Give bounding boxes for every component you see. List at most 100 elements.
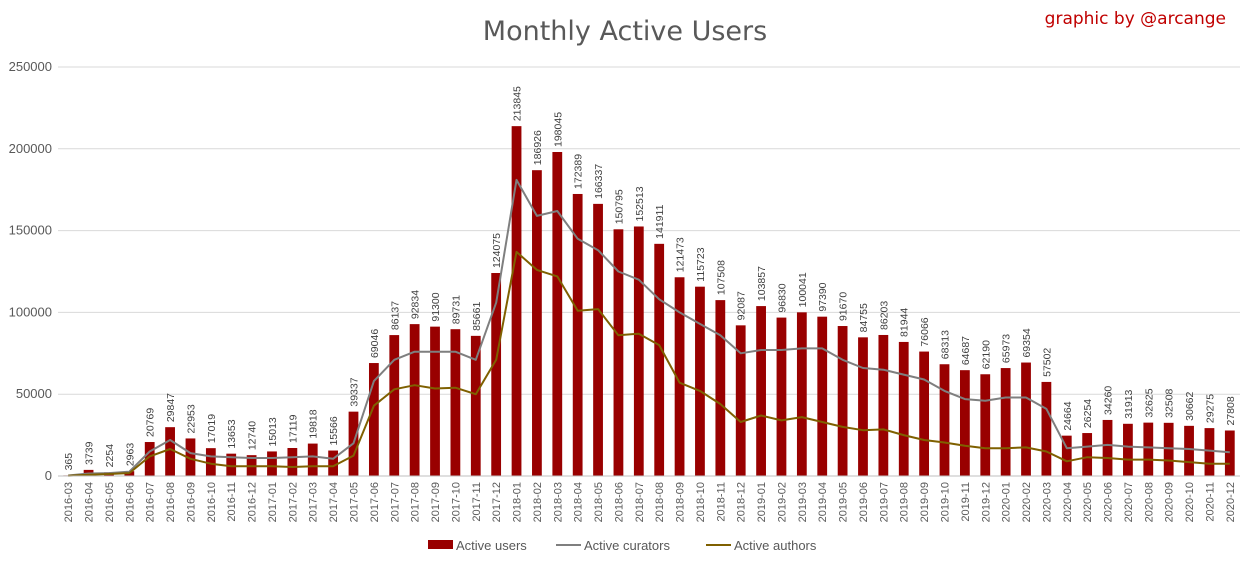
bar [470, 335, 481, 476]
bar-value-label: 97390 [817, 282, 829, 311]
bar [735, 325, 746, 476]
x-tick-label: 2016-06 [124, 482, 136, 522]
x-tick-label: 2020-01 [1001, 482, 1013, 522]
x-tick-label: 2019-05 [838, 482, 850, 522]
x-tick-label: 2017-02 [287, 482, 299, 522]
bar [185, 438, 196, 476]
bar [144, 442, 155, 476]
bar-value-label: 96830 [776, 283, 788, 312]
x-tick-label: 2018-10 [695, 482, 707, 522]
legend: Active users Active curators Active author… [428, 538, 817, 553]
bar [613, 229, 624, 476]
bar-value-label: 39337 [349, 377, 361, 406]
bar-value-label: 150795 [613, 189, 625, 224]
bar [654, 243, 665, 476]
bar [1000, 368, 1011, 476]
bar [776, 317, 787, 476]
bar [1123, 423, 1133, 476]
x-tick-label: 2016-10 [206, 482, 218, 522]
legend-label-active-users: Active users [456, 538, 527, 553]
bar [919, 351, 930, 476]
bar-value-label: 198045 [552, 112, 564, 147]
bar [165, 427, 175, 476]
x-tick-label: 2020-05 [1082, 482, 1094, 522]
bar [796, 312, 807, 476]
bar [633, 226, 644, 476]
bar [756, 306, 766, 476]
bar [898, 341, 909, 476]
x-tick-label: 2019-11 [960, 482, 972, 522]
x-tick-label: 2018-02 [532, 482, 544, 522]
bar-value-label: 152513 [634, 186, 646, 221]
y-tick-label: 200000 [9, 141, 52, 156]
bar-value-label: 22953 [185, 404, 197, 433]
bar-value-label: 124075 [491, 233, 503, 268]
active-authors-line [68, 250, 1230, 477]
bar-value-label: 32625 [1143, 388, 1155, 417]
bar [1143, 422, 1154, 476]
x-axis-ticks: 2016-03 2016-04 2016-05 2016-06 2016-07 2016-… [63, 482, 1237, 522]
bar [409, 324, 420, 476]
bar-value-label: 13653 [226, 419, 238, 448]
bar-value-label: 68313 [940, 330, 952, 359]
bar [1224, 430, 1235, 476]
bar-value-label: 186926 [532, 130, 544, 165]
x-tick-label: 2018-08 [654, 482, 666, 522]
bar-value-label: 92834 [410, 290, 422, 319]
y-tick-label: 50000 [16, 386, 52, 401]
bar-value-label: 172389 [573, 154, 585, 189]
bar-value-label: 3739 [84, 441, 96, 465]
bar [267, 451, 277, 476]
bar-value-label: 15566 [328, 416, 340, 445]
bar-value-label: 84755 [858, 303, 870, 332]
x-tick-label: 2017-07 [389, 482, 401, 522]
x-tick-label: 2017-06 [369, 482, 381, 522]
bar-value-label: 81944 [899, 308, 911, 337]
bar [695, 286, 705, 476]
chart-title: Monthly Active Users [483, 16, 767, 47]
bar-value-label: 69354 [1021, 328, 1033, 357]
bar-value-label: 32508 [1164, 388, 1176, 417]
bar [430, 326, 440, 476]
bar-value-label: 20769 [145, 408, 157, 437]
x-tick-label: 2020-09 [1164, 482, 1176, 522]
x-tick-label: 2018-05 [593, 482, 605, 522]
bar-value-label: 31913 [1123, 389, 1135, 418]
bar-value-label: 69046 [369, 329, 381, 358]
bar [1082, 433, 1093, 476]
bar [959, 370, 970, 476]
x-tick-label: 2018-07 [634, 482, 646, 522]
bar [858, 337, 868, 476]
x-tick-label: 2018-01 [512, 482, 524, 522]
x-tick-label: 2019-09 [919, 482, 931, 522]
bar-value-label: 57502 [1041, 348, 1053, 377]
x-tick-label: 2016-11 [226, 482, 238, 522]
x-tick-label: 2016-04 [84, 482, 96, 522]
bar-value-label: 100041 [797, 272, 809, 307]
x-tick-label: 2016-07 [145, 482, 157, 522]
bar [837, 326, 848, 476]
bar-value-label: 107508 [715, 260, 727, 295]
gridlines [58, 66, 1240, 395]
bar-value-label: 19818 [308, 409, 320, 438]
bar-value-label: 12740 [247, 421, 259, 450]
x-tick-label: 2020-07 [1123, 482, 1135, 522]
x-tick-label: 2020-12 [1225, 482, 1237, 522]
bar-value-label: 30662 [1184, 391, 1196, 420]
bar [1204, 428, 1215, 476]
legend-swatch-active-users [428, 540, 453, 549]
x-tick-label: 2019-08 [899, 482, 911, 522]
bar [532, 170, 542, 476]
bar-value-label: 34260 [1103, 386, 1115, 415]
line-series [68, 178, 1230, 477]
y-tick-label: 250000 [9, 59, 52, 74]
bar-value-label: 86137 [389, 301, 401, 330]
bar [511, 126, 522, 476]
x-tick-label: 2020-03 [1041, 482, 1053, 522]
legend-label-active-authors: Active authors [734, 538, 817, 553]
credit-text: graphic by @arcange [1045, 9, 1226, 29]
data-labels: 365 3739 2254 2963 20769 29847 22953 17019 13653… [63, 86, 1237, 470]
bar [980, 374, 991, 476]
bar [572, 193, 583, 476]
bar-value-label: 85661 [471, 302, 483, 331]
